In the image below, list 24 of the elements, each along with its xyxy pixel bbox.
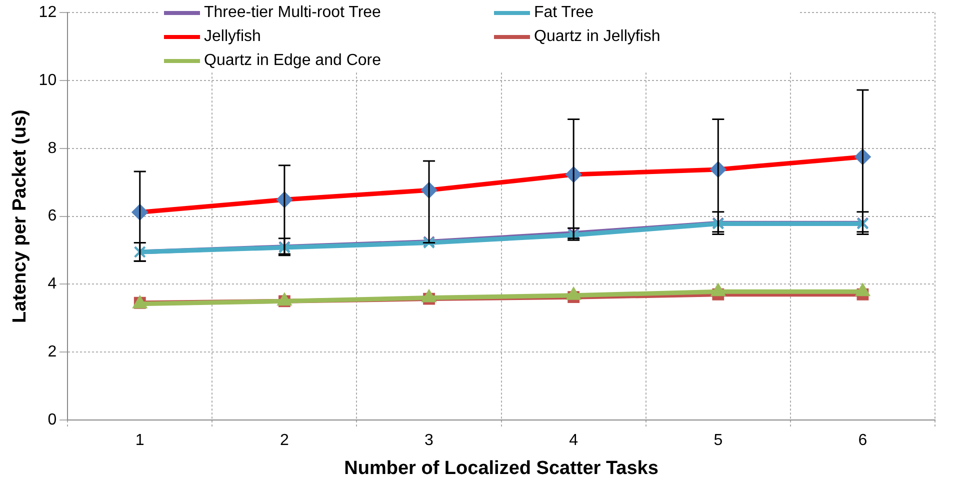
y-tick-label: 6: [48, 208, 57, 225]
legend-label: Quartz in Jellyfish: [534, 28, 660, 46]
x-tick-label: 2: [280, 432, 289, 450]
point: [422, 290, 436, 302]
y-tick-label: 4: [48, 276, 57, 293]
y-tick-label: 10: [38, 72, 57, 89]
legend-label: Fat Tree: [534, 4, 594, 22]
y-tick-label: 8: [48, 140, 57, 157]
y-tick-label: 2: [48, 344, 57, 361]
y-axis-title: Latency per Packet (us): [10, 110, 31, 323]
point: [856, 284, 870, 296]
y-tick-label: 12: [38, 4, 57, 22]
x-tick-label: 6: [858, 432, 868, 450]
legend-label: Jellyfish: [204, 28, 261, 46]
x-tick-label: 1: [135, 432, 144, 450]
y-tick-label: 0: [48, 411, 57, 428]
legend-label: Quartz in Edge and Core: [204, 52, 381, 70]
legend-label: Three-tier Multi-root Tree: [204, 4, 381, 22]
point: [566, 287, 581, 300]
x-axis-title: Number of Localized Scatter Tasks: [344, 458, 658, 479]
x-tick-label: 5: [714, 432, 723, 450]
point: [711, 284, 726, 296]
x-tick-label: 4: [569, 432, 578, 450]
x-tick-label: 3: [424, 432, 434, 450]
